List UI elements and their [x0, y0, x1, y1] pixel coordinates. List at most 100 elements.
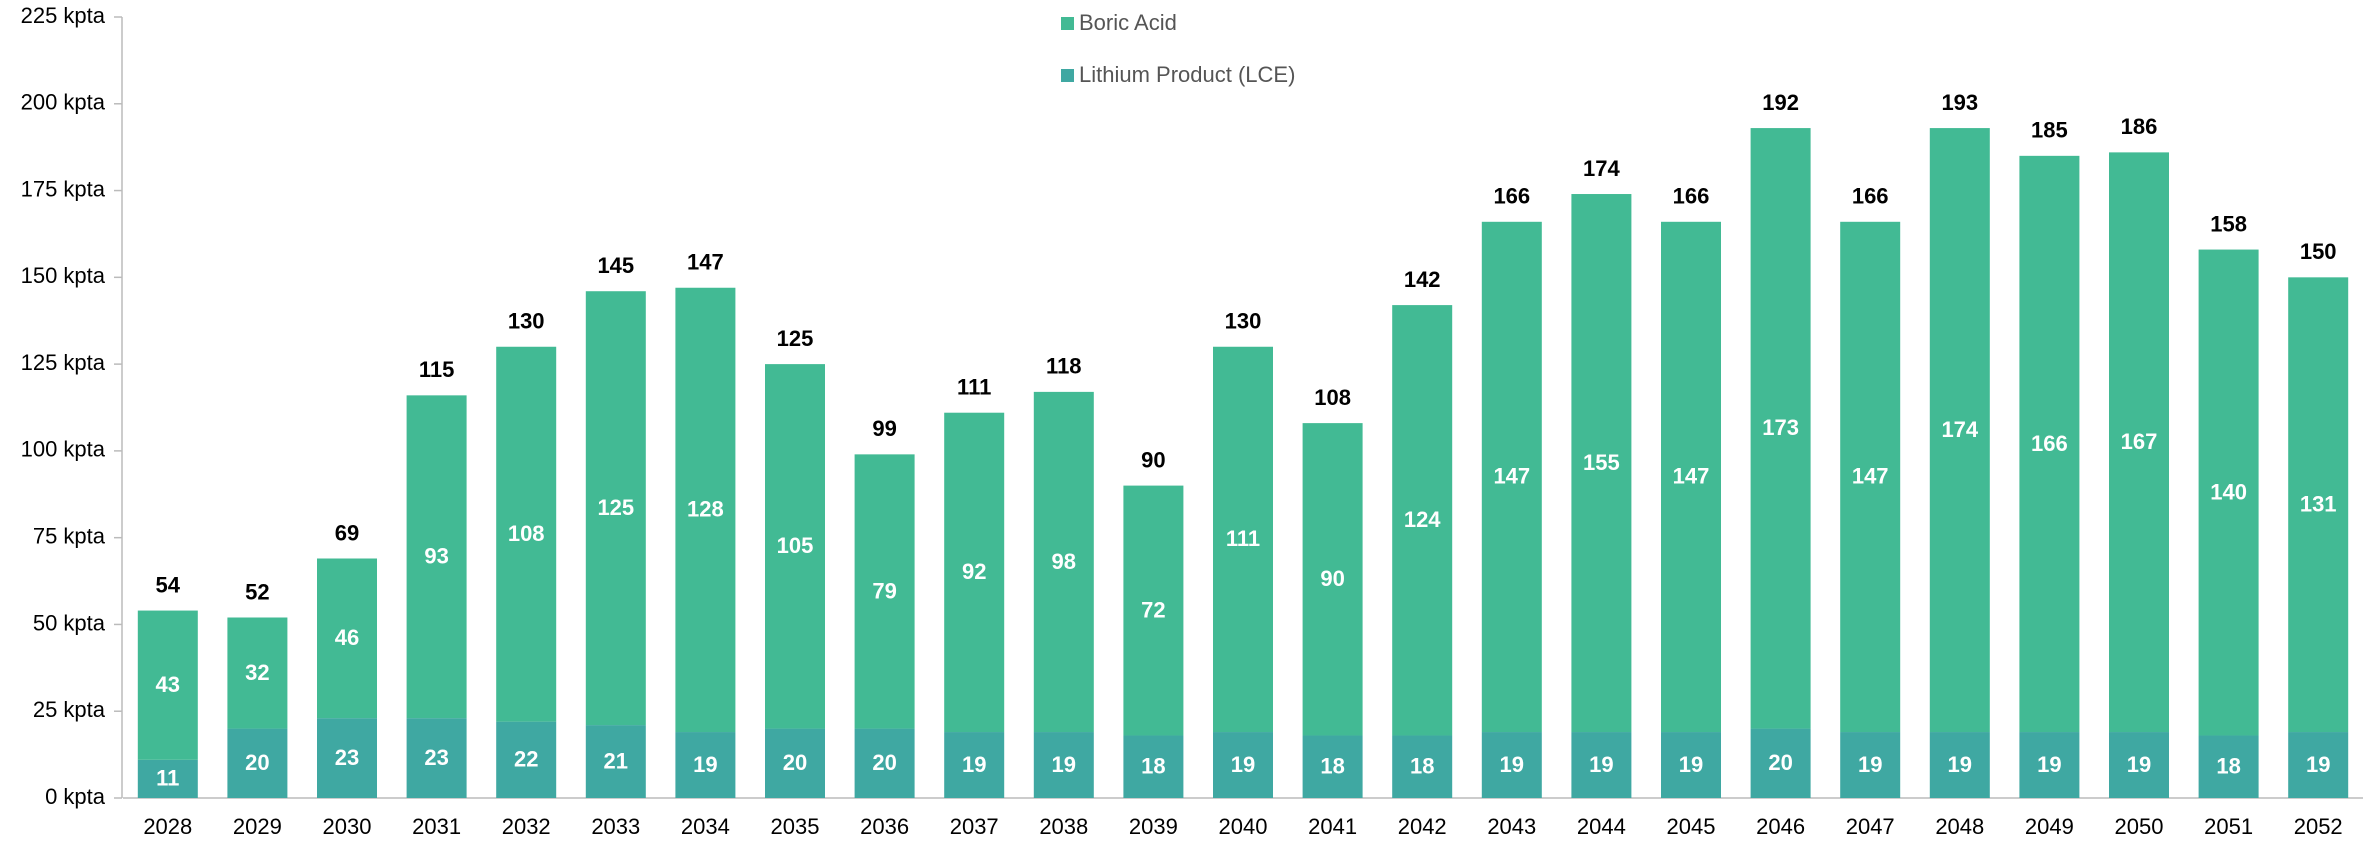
segment-label: 18 — [1410, 754, 1434, 779]
total-label: 118 — [1046, 354, 1082, 379]
x-tick-label: 2034 — [681, 814, 730, 839]
bar-segment — [1213, 346, 1273, 733]
bar-segment — [2109, 152, 2169, 733]
total-label: 108 — [1314, 385, 1351, 410]
segment-label: 19 — [1948, 752, 1972, 777]
segment-label: 19 — [1679, 752, 1703, 777]
x-tick-label: 2045 — [1667, 814, 1716, 839]
segment-label: 32 — [245, 660, 269, 685]
bar-segment — [1661, 221, 1721, 733]
x-tick-label: 2037 — [950, 814, 999, 839]
bar-segment — [1392, 735, 1453, 798]
segment-label: 19 — [1589, 752, 1613, 777]
bar-segment — [675, 287, 736, 733]
total-label: 130 — [1225, 309, 1262, 334]
bar-segment — [1929, 128, 1990, 733]
x-tick-label: 2029 — [233, 814, 282, 839]
bar-segment — [317, 558, 377, 719]
segment-label: 98 — [1052, 549, 1076, 574]
x-tick-label: 2038 — [1039, 814, 1088, 839]
bar-segment — [944, 732, 1005, 798]
x-tick-label: 2039 — [1129, 814, 1178, 839]
bar-segment — [944, 412, 1005, 733]
segment-label: 174 — [1941, 417, 1978, 442]
total-label: 166 — [1673, 184, 1710, 209]
segment-label: 22 — [514, 747, 538, 772]
total-label: 192 — [1762, 90, 1799, 115]
x-tick-label: 2046 — [1756, 814, 1805, 839]
segment-label: 72 — [1141, 597, 1165, 622]
segment-label: 125 — [597, 495, 634, 520]
bar-segment — [406, 395, 467, 719]
bar-segment — [2198, 249, 2259, 736]
bar-segment — [2019, 732, 2080, 798]
y-tick-label: 150 kpta — [21, 263, 106, 288]
bar-segment — [1033, 391, 1094, 733]
total-label: 90 — [1141, 447, 1165, 472]
x-tick-label: 2033 — [591, 814, 640, 839]
bar-segment — [496, 346, 557, 722]
total-label: 111 — [957, 375, 991, 400]
total-label: 186 — [2121, 114, 2158, 139]
x-tick-label: 2051 — [2204, 814, 2253, 839]
bar-segment — [765, 728, 825, 798]
x-tick-label: 2052 — [2294, 814, 2343, 839]
x-tick-label: 2036 — [860, 814, 909, 839]
total-label: 142 — [1404, 267, 1441, 292]
segment-label: 23 — [335, 745, 359, 770]
segment-label: 131 — [2300, 492, 2337, 517]
bar-segment — [1661, 732, 1721, 798]
segment-label: 46 — [335, 625, 359, 650]
total-label: 158 — [2210, 211, 2247, 236]
segment-label: 111 — [1226, 526, 1260, 551]
bar-segment — [1840, 732, 1901, 798]
bar-segment — [1302, 735, 1363, 798]
segment-label: 147 — [1493, 464, 1530, 489]
x-tick-label: 2049 — [2025, 814, 2074, 839]
bar-segment — [1929, 732, 1990, 798]
x-tick-label: 2047 — [1846, 814, 1895, 839]
bar-segment — [227, 617, 288, 729]
segment-label: 166 — [2031, 431, 2068, 456]
bar-segment — [1481, 732, 1542, 798]
bar-segment — [1123, 485, 1184, 736]
x-tick-label: 2030 — [323, 814, 372, 839]
x-tick-label: 2040 — [1219, 814, 1268, 839]
x-tick-label: 2048 — [1935, 814, 1984, 839]
x-tick-label: 2035 — [771, 814, 820, 839]
total-label: 193 — [1941, 90, 1978, 115]
segment-label: 79 — [872, 578, 896, 603]
bar-segment — [317, 718, 377, 798]
segment-label: 19 — [2127, 752, 2151, 777]
bar-segment — [2198, 735, 2259, 798]
segment-label: 11 — [156, 766, 179, 791]
segment-label: 20 — [872, 750, 896, 775]
bar-segment — [1302, 423, 1363, 736]
segment-label: 167 — [2121, 429, 2158, 454]
y-tick-label: 200 kpta — [21, 90, 106, 115]
segment-label: 19 — [962, 752, 986, 777]
segment-label: 105 — [777, 533, 814, 558]
segment-label: 18 — [2216, 754, 2240, 779]
segment-label: 20 — [1768, 750, 1792, 775]
legend-swatch — [1061, 69, 1074, 82]
segment-label: 19 — [1052, 752, 1076, 777]
legend-swatch — [1061, 17, 1074, 30]
y-tick-label: 25 kpta — [33, 697, 106, 722]
segment-label: 173 — [1762, 415, 1799, 440]
x-tick-label: 2041 — [1308, 814, 1357, 839]
y-tick-label: 125 kpta — [21, 350, 106, 375]
total-label: 99 — [872, 416, 896, 441]
total-label: 147 — [687, 250, 724, 275]
y-tick-label: 50 kpta — [33, 610, 106, 635]
total-label: 54 — [156, 572, 181, 597]
total-label: 166 — [1852, 184, 1889, 209]
legend-label: Lithium Product (LCE) — [1079, 62, 1295, 87]
x-tick-label: 2032 — [502, 814, 551, 839]
segment-label: 19 — [693, 752, 717, 777]
segment-label: 124 — [1404, 507, 1441, 532]
bar-segment — [854, 454, 915, 729]
bar-segment — [137, 759, 198, 798]
bar-segment — [1392, 305, 1453, 736]
